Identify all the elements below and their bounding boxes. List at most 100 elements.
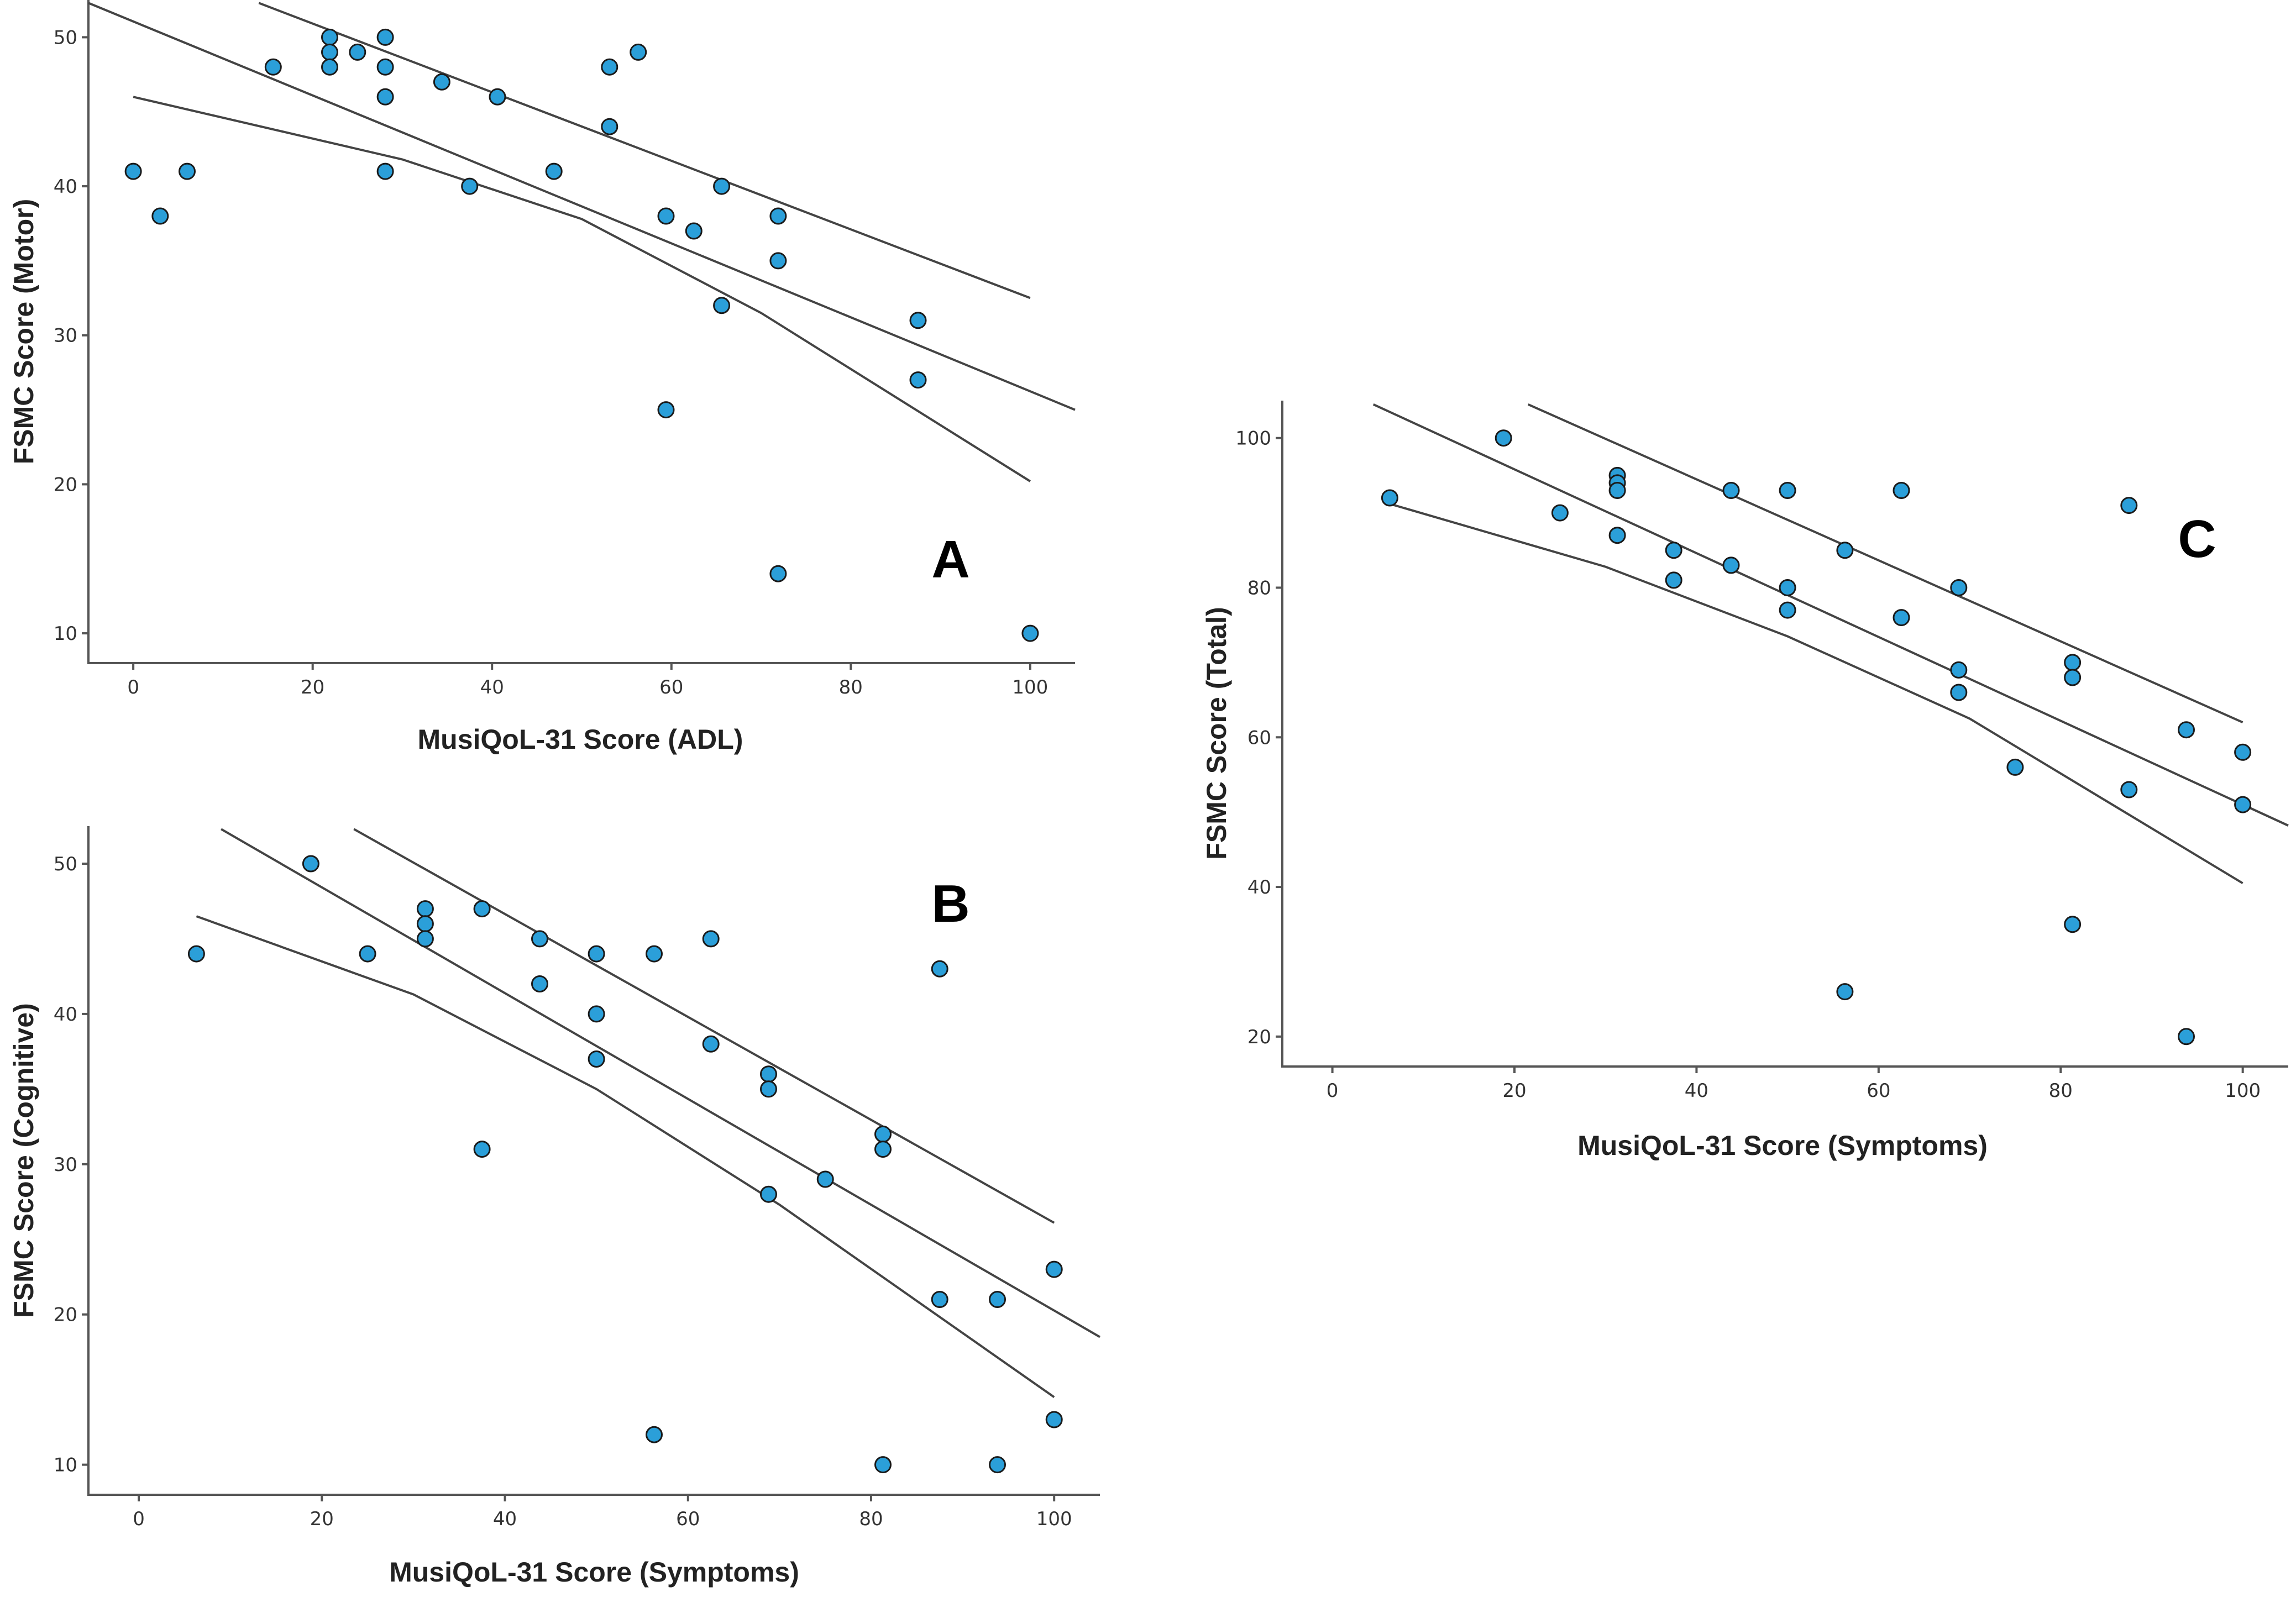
panel-b: 0 20 40 60 80 100 10 20 30 40 50 MusiQoL-31 Score… <box>8 826 1101 1588</box>
panel-c-point <box>2178 721 2195 739</box>
panel-a-point <box>545 162 563 180</box>
panel-c-point <box>1779 601 1796 619</box>
panel-b-y-tick-label: 20 <box>54 1304 77 1326</box>
panel-b-point <box>646 1426 663 1443</box>
panel-a-point <box>657 401 675 419</box>
panel-b-axes <box>87 826 1100 1496</box>
panel-c-point <box>1836 542 1854 559</box>
panel-c-point <box>2006 758 2024 776</box>
panel-a-point <box>321 28 338 46</box>
panel-c-point <box>1950 684 1968 701</box>
panel-c-point <box>1779 482 1796 499</box>
panel-a-y-ticks: 10 20 30 40 50 <box>54 27 88 645</box>
panel-b-point <box>359 945 376 963</box>
panel-c-x-tick-label: 60 <box>1867 1080 1890 1102</box>
panel-c-point <box>2178 1028 2195 1046</box>
panel-a-axes <box>87 0 1075 664</box>
panel-b-y-tick-label: 10 <box>54 1454 77 1477</box>
panel-a-point <box>601 58 618 76</box>
panel-a-fit-line <box>88 2 1076 411</box>
panel-c-y-tick-label: 100 <box>1235 428 1271 450</box>
panel-a-point <box>376 162 394 180</box>
panel-b-y-tick-label: 30 <box>54 1154 77 1176</box>
panel-a-point <box>376 58 394 76</box>
panel-b-point <box>874 1456 892 1474</box>
panel-c-fit-line <box>1372 403 2289 827</box>
panel-c-lower-line <box>1389 502 2243 885</box>
panel-a-point <box>713 297 731 314</box>
panel-a-x-tick-label: 60 <box>659 676 683 698</box>
panel-c-y-ticks: 20 40 60 80 100 <box>1235 428 1282 1048</box>
panel-a-x-axis-label: MusiQoL-31 Score (ADL) <box>418 724 743 755</box>
panel-a-y-tick-label: 50 <box>54 27 77 49</box>
panel-b-point <box>874 1125 892 1143</box>
panel-c-point <box>2064 916 2082 933</box>
panel-c-point <box>1551 504 1569 522</box>
panel-c-point <box>1495 429 1512 447</box>
panel-a-point <box>461 177 479 195</box>
panel-b-point <box>931 960 948 978</box>
panel-c-x-tick-label: 20 <box>1502 1080 1526 1102</box>
panel-b-point <box>187 945 205 963</box>
panel-b-point <box>588 1050 605 1068</box>
panel-b-point <box>931 1291 948 1308</box>
panel-a-point <box>909 371 927 389</box>
panel-c-point <box>1836 983 1854 1001</box>
panel-a-point <box>321 43 338 61</box>
panel-c-point <box>1722 482 1740 499</box>
panel-b-x-ticks: 0 20 40 60 80 100 <box>133 1495 1072 1530</box>
panel-c-x-tick-label: 100 <box>2225 1080 2261 1102</box>
panel-a-fit-lines <box>88 2 1076 482</box>
panel-b-point <box>588 945 605 963</box>
panel-a-point <box>376 88 394 106</box>
panel-b-x-axis-label: MusiQoL-31 Score (Symptoms) <box>389 1557 799 1588</box>
panel-b-point <box>646 945 663 963</box>
panel-c-y-tick-label: 20 <box>1247 1026 1271 1048</box>
panel-a-point <box>630 43 647 61</box>
panel-b-point <box>874 1141 892 1158</box>
panel-c-fit-lines <box>1372 403 2289 885</box>
panel-b-point <box>816 1170 834 1188</box>
panel-b-point <box>416 930 434 948</box>
panel-a-x-ticks: 0 20 40 60 80 100 <box>127 663 1048 698</box>
panel-a-point <box>909 312 927 329</box>
panel-a-y-axis-label: FSMC Score (Motor) <box>8 199 39 465</box>
panel-a-x-tick-label: 0 <box>127 676 139 698</box>
panel-c-point <box>2234 743 2252 761</box>
panel-b-point <box>702 1035 720 1053</box>
panel-c-point <box>1950 579 1968 596</box>
panel-a-lower-line <box>133 96 1031 482</box>
panel-c-point <box>1722 556 1740 574</box>
panel-a-point <box>769 252 787 270</box>
panel-c-point <box>2234 796 2252 813</box>
panel-a-x-tick-label: 80 <box>839 676 863 698</box>
panel-c-point <box>1950 661 1968 679</box>
panel-b-point <box>302 855 319 873</box>
panel-a-point <box>657 207 675 225</box>
panel-b-point <box>702 930 720 948</box>
panel-a-point <box>321 58 338 76</box>
panel-b-point <box>473 900 491 918</box>
panel-c-x-ticks: 0 20 40 60 80 100 <box>1327 1067 2261 1102</box>
panel-b-lower-line <box>196 915 1055 1398</box>
panel-a-point <box>433 73 450 91</box>
panel-a-y-tick-label: 30 <box>54 325 77 347</box>
panel-b-x-tick-label: 40 <box>493 1508 517 1530</box>
panel-c-point <box>2064 669 2082 686</box>
panel-b-point <box>989 1456 1006 1474</box>
panel-b-x-tick-label: 80 <box>859 1508 883 1530</box>
panel-b-point <box>760 1065 777 1083</box>
panel-a-point <box>264 58 282 76</box>
panel-c-points <box>1381 429 2252 1046</box>
panel-c-point <box>1893 482 1910 499</box>
panel-c-x-tick-label: 80 <box>2049 1080 2073 1102</box>
panel-a-x-tick-label: 100 <box>1012 676 1048 698</box>
panel-c-y-axis-label: FSMC Score (Total) <box>1201 607 1232 859</box>
panel-c-letter: C <box>2178 509 2216 569</box>
panel-a-letter: A <box>931 530 969 589</box>
panel-c-point <box>1665 542 1682 559</box>
panel-a-y-tick-label: 20 <box>54 474 77 496</box>
panel-b-fit-lines <box>196 828 1101 1398</box>
panel-b-y-ticks: 10 20 30 40 50 <box>54 853 88 1477</box>
